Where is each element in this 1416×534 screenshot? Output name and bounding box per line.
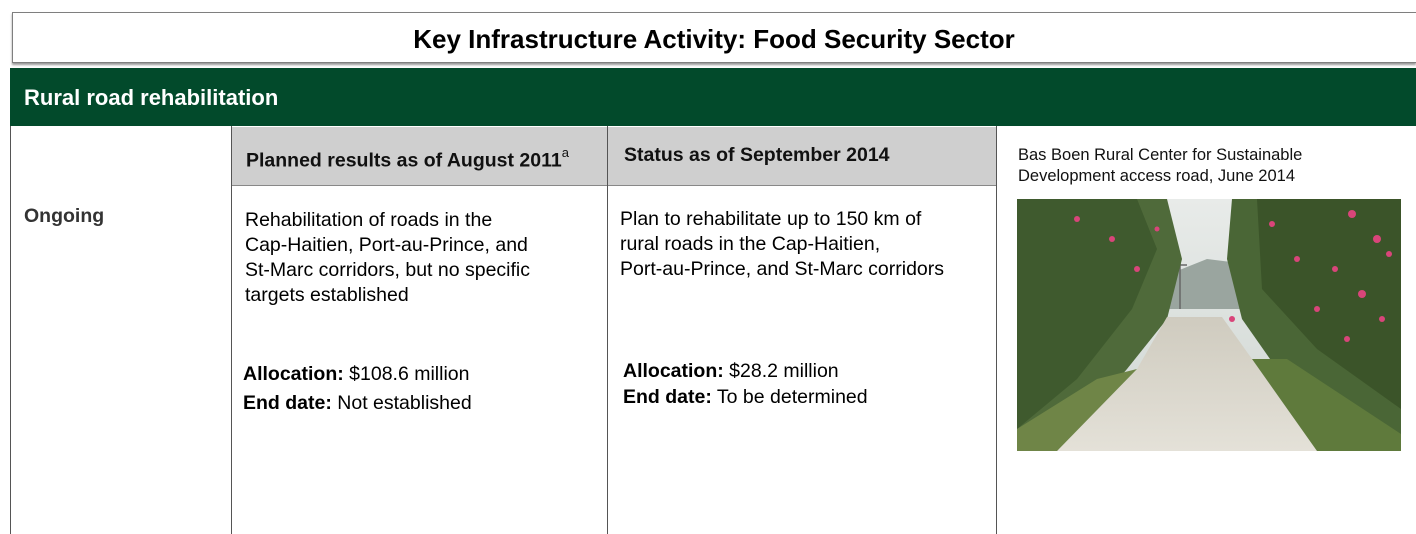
- title-box: [12, 12, 1416, 63]
- photo: [1017, 199, 1401, 451]
- value: To be determined: [716, 386, 868, 408]
- description: Plan to rehabilitate up to 150 km of rura…: [620, 207, 944, 282]
- column-border: [607, 126, 608, 534]
- value: $28.2 million: [729, 360, 839, 382]
- value: Not established: [337, 392, 472, 414]
- header-cell: [232, 127, 608, 186]
- header-text: Status as of September 2014: [624, 144, 890, 166]
- allocation: Allocation: $28.2 million: [623, 358, 839, 385]
- end-date: End date: Not established: [243, 390, 472, 417]
- column-border: [231, 126, 232, 534]
- page-title: Key Infrastructure Activity: Food Securi…: [413, 24, 1015, 54]
- description: Rehabilitation of roads in the Cap-Haitie…: [245, 208, 530, 308]
- header-cell: [608, 127, 997, 186]
- description-line: St-Marc corridors, but no specific: [245, 259, 531, 281]
- section-band: [10, 68, 1416, 126]
- caption-line: Bas Boen Rural Center for Sustainable: [1018, 146, 1303, 164]
- description-line: targets established: [245, 284, 409, 306]
- status: Ongoing: [24, 205, 105, 227]
- caption-line: Development access road, June 2014: [1018, 167, 1296, 185]
- label: End date:: [243, 392, 332, 414]
- end-date: End date: To be determined: [623, 384, 868, 411]
- column-border: [996, 126, 997, 534]
- header-text: Planned results as of August 2011: [246, 149, 562, 172]
- photo-caption: Bas Boen Rural Center for Sustainable Dev…: [1018, 145, 1398, 187]
- label: Allocation:: [243, 363, 344, 385]
- description-line: rural roads in the Cap-Haitien,: [620, 233, 881, 255]
- column-border: [10, 126, 11, 534]
- column-header: Planned results as of August 2011a: [246, 127, 569, 189]
- description-line: Plan to rehabilitate up to 150 km of: [620, 208, 922, 230]
- value: $108.6 million: [349, 363, 470, 385]
- label: End date:: [623, 386, 712, 408]
- column-header: Status as of September 2014: [624, 127, 890, 183]
- description-line: Cap-Haitien, Port-au-Prince, and: [245, 234, 528, 256]
- allocation: Allocation: $108.6 million: [243, 361, 470, 388]
- section-title: Rural road rehabilitation: [24, 85, 279, 110]
- description-line: Port-au-Prince, and St-Marc corridors: [620, 258, 945, 280]
- label: Allocation:: [623, 360, 724, 382]
- footnote-mark: a: [561, 145, 569, 160]
- description-line: Rehabilitation of roads in the: [245, 209, 493, 231]
